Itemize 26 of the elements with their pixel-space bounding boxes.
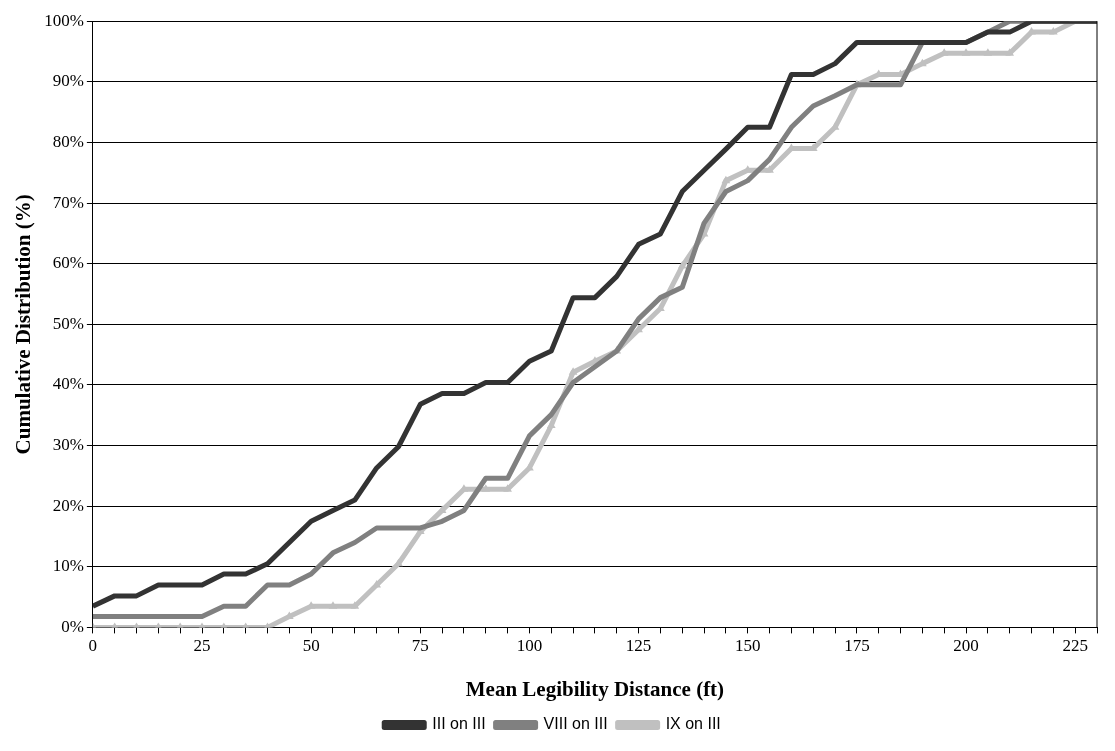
y-tick-label: 30% — [52, 435, 84, 455]
y-tick-label: 20% — [52, 495, 84, 515]
x-tick-label: 0 — [88, 636, 98, 656]
y-tick-label: 60% — [52, 253, 84, 273]
y-tick-label: 70% — [52, 192, 84, 212]
legend-label: VIII on III — [543, 715, 608, 733]
y-tick-label: 40% — [52, 374, 84, 394]
x-axis-title: Mean Legibility Distance (ft) — [465, 676, 725, 701]
x-tick-label: 125 — [625, 636, 652, 656]
x-tick-label: 75 — [411, 636, 429, 656]
x-tick-label: 100 — [516, 636, 543, 656]
legend-label: III on III — [432, 715, 486, 733]
x-tick-label: 150 — [734, 636, 761, 656]
y-tick-label: 90% — [52, 71, 84, 91]
y-tick-label: 10% — [52, 556, 84, 576]
y-tick-label: 100% — [44, 10, 84, 30]
x-tick-label: 200 — [953, 636, 979, 656]
y-axis-title: Cumulative Distribution (%) — [11, 194, 36, 455]
y-tick-label: 50% — [52, 313, 84, 333]
x-tick-label: 25 — [193, 636, 211, 656]
x-tick-label: 50 — [302, 636, 320, 656]
x-tick-label: 175 — [844, 636, 870, 656]
legend-label: IX on III — [665, 715, 721, 733]
y-tick-label: 80% — [52, 131, 84, 151]
x-tick-label: 225 — [1062, 636, 1088, 656]
y-tick-label: 0% — [61, 616, 84, 636]
